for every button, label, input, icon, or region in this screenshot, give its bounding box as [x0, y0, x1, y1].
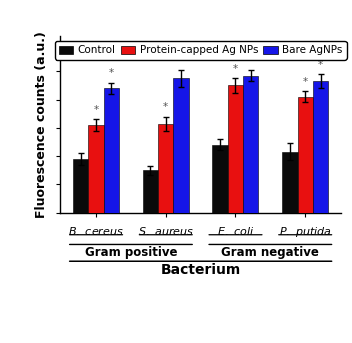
Bar — [282, 152, 297, 213]
Legend: Control, Protein-capped Ag NPs, Bare AgNPs: Control, Protein-capped Ag NPs, Bare AgN… — [55, 41, 347, 60]
Text: *: * — [94, 105, 99, 115]
Text: $\mathit{S.\ aureus}$: $\mathit{S.\ aureus}$ — [138, 225, 194, 237]
Bar — [88, 125, 104, 213]
Y-axis label: Fluorescence counts (a.u.): Fluorescence counts (a.u.) — [35, 31, 48, 218]
Bar — [104, 88, 119, 213]
Bar — [243, 75, 258, 213]
Text: *: * — [109, 68, 114, 79]
Text: $\mathit{B.\ cereus}$: $\mathit{B.\ cereus}$ — [68, 225, 124, 237]
Bar — [158, 123, 174, 213]
Text: *: * — [233, 64, 238, 74]
Text: *: * — [178, 56, 184, 66]
Bar — [213, 145, 228, 213]
Text: *: * — [303, 77, 308, 87]
Bar — [228, 85, 243, 213]
Text: $\mathit{E.\ coli}$: $\mathit{E.\ coli}$ — [217, 225, 254, 237]
Text: Gram positive: Gram positive — [85, 246, 177, 259]
Text: $\mathit{P.\ putida}$: $\mathit{P.\ putida}$ — [279, 225, 332, 239]
Text: Gram negative: Gram negative — [221, 246, 319, 259]
Bar — [174, 79, 189, 213]
Bar — [313, 81, 328, 213]
Bar — [297, 97, 313, 213]
Text: Bacterium: Bacterium — [161, 263, 241, 277]
Bar — [143, 170, 158, 213]
Text: *: * — [248, 56, 253, 66]
Bar — [73, 159, 88, 213]
Text: *: * — [163, 102, 168, 112]
Text: *: * — [318, 60, 323, 70]
